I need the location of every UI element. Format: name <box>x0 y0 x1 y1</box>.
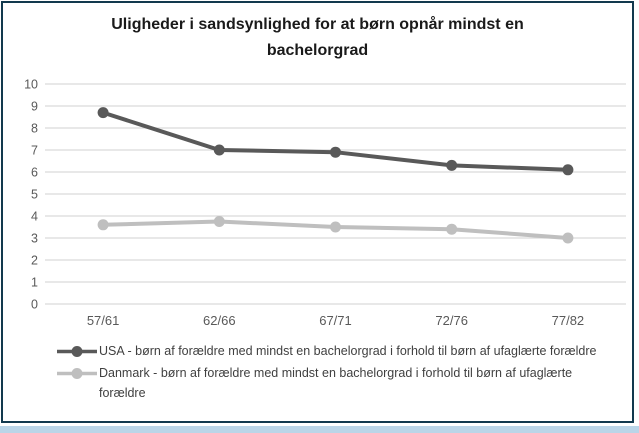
data-point-marker <box>97 107 109 119</box>
bottom-strip <box>0 426 639 433</box>
legend-marker-icon <box>57 368 97 379</box>
x-tick-label: 57/61 <box>87 313 120 328</box>
legend: USA - børn af forældre med mindst en bac… <box>57 341 617 405</box>
legend-item-danmark: Danmark - børn af forældre med mindst en… <box>57 363 617 403</box>
y-tick-label: 8 <box>31 122 38 136</box>
y-tick-label: 0 <box>31 298 38 312</box>
y-tick-label: 5 <box>31 188 38 202</box>
legend-item-usa: USA - børn af forældre med mindst en bac… <box>57 341 617 361</box>
legend-label-danmark: Danmark - børn af forældre med mindst en… <box>99 366 573 400</box>
legend-label-usa: USA - børn af forældre med mindst en bac… <box>99 344 597 358</box>
y-tick-label: 9 <box>31 100 38 114</box>
series-line <box>102 110 568 172</box>
data-point-marker <box>213 216 225 227</box>
data-point-marker <box>446 223 458 235</box>
plot-area: 0 1 2 3 4 5 6 7 8 9 10 57/61 62/66 67/71 72/76 77/82 <box>24 78 626 328</box>
x-tick-label: 72/76 <box>435 313 468 328</box>
x-tick-label: 77/82 <box>552 313 585 328</box>
data-point-marker <box>562 232 574 244</box>
data-point-marker <box>330 221 341 233</box>
chart-frame: Uligheder i sandsynlighed for at børn op… <box>1 1 634 423</box>
data-point-marker <box>562 164 574 176</box>
y-tick-label: 1 <box>31 276 38 290</box>
data-point-marker <box>330 146 341 158</box>
data-point-marker <box>97 219 109 231</box>
x-tick-label: 67/71 <box>319 313 352 328</box>
chart-title: Uligheder i sandsynlighed for at børn op… <box>111 16 524 59</box>
y-tick-label: 2 <box>31 254 38 268</box>
data-point-marker <box>446 159 458 171</box>
x-tick-label: 62/66 <box>203 313 236 328</box>
y-tick-label: 6 <box>31 166 38 180</box>
y-tick-label: 4 <box>31 210 38 224</box>
y-tick-label: 7 <box>31 144 38 158</box>
data-point-marker <box>213 144 225 156</box>
y-tick-label: 3 <box>31 232 38 246</box>
y-tick-label: 10 <box>24 78 38 92</box>
legend-marker-icon <box>57 346 97 357</box>
